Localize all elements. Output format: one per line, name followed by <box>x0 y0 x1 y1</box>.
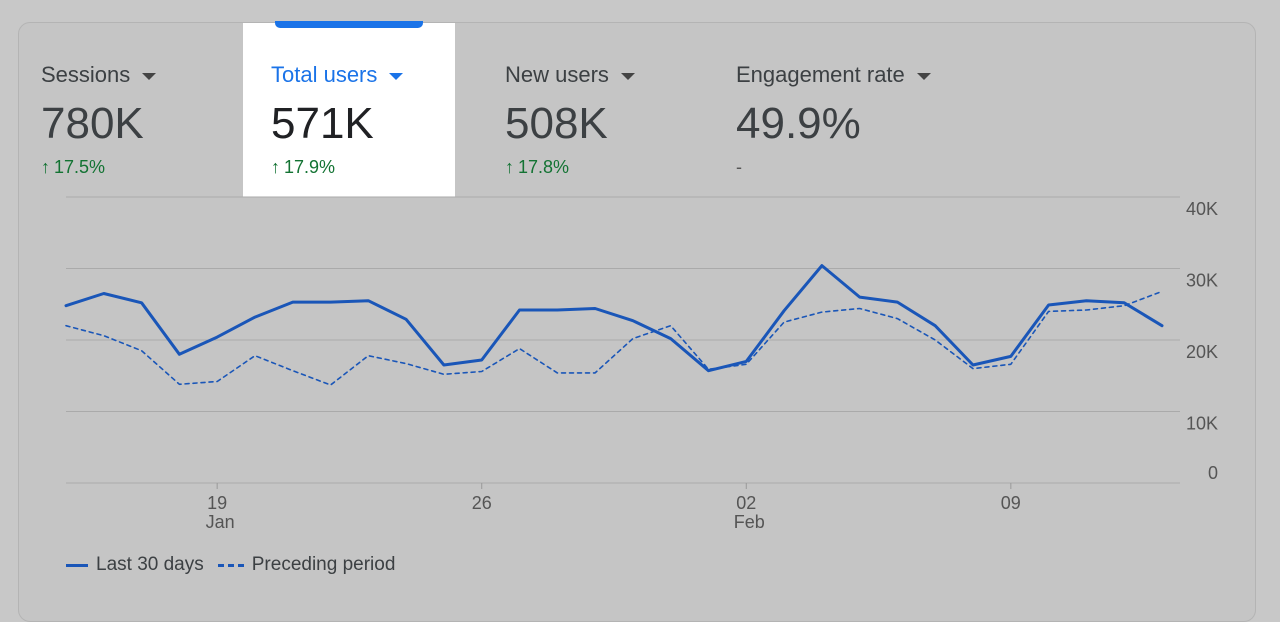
legend-item-current[interactable]: Last 30 days <box>66 554 204 576</box>
legend-item-previous[interactable]: Preceding period <box>217 554 395 576</box>
chart-legend: Last 30 days Preceding period <box>66 554 409 576</box>
metric-label: New users <box>505 61 705 89</box>
metric-tab-new-users[interactable]: New users 508K ↑ 17.8% <box>505 23 705 197</box>
dashed-line-swatch <box>217 563 244 567</box>
x-tick-label: 02 <box>736 493 756 513</box>
caret-down-icon[interactable] <box>916 72 931 80</box>
active-tab-indicator <box>275 21 423 28</box>
arrow-up-icon: ↑ <box>271 156 280 177</box>
metric-change: ↑ 17.8% <box>505 156 570 177</box>
metric-value: 49.9% <box>736 99 861 148</box>
analytics-card: Sessions 780K ↑ 17.5% Total users 571K ↑ 1… <box>18 21 1256 622</box>
metric-value: 508K <box>505 99 608 148</box>
metric-tab-total-users[interactable]: Total users 571K ↑ 17.9% <box>243 21 455 197</box>
caret-down-icon[interactable] <box>142 72 157 80</box>
metric-change: ↑ 17.9% <box>271 156 336 177</box>
x-tick-label: 26 <box>472 493 492 513</box>
metric-value: 571K <box>271 99 374 148</box>
y-tick-label: 10K <box>1186 414 1218 434</box>
caret-down-icon[interactable] <box>620 72 635 80</box>
y-tick-label: 30K <box>1186 271 1218 291</box>
x-tick-sublabel: Feb <box>734 512 765 532</box>
series-line-preceding-period <box>65 290 1163 386</box>
y-tick-label: 40K <box>1186 199 1218 219</box>
y-tick-label: 20K <box>1186 342 1218 362</box>
metric-change: ↑ 17.5% <box>41 156 106 177</box>
x-tick-sublabel: Jan <box>206 512 235 532</box>
metric-label: Sessions <box>41 61 231 89</box>
y-tick-label: 0 <box>1208 463 1218 483</box>
metric-value: 780K <box>41 99 144 148</box>
caret-down-icon[interactable] <box>389 72 404 80</box>
solid-line-swatch <box>66 563 88 567</box>
arrow-up-icon: ↑ <box>505 156 514 177</box>
metric-tab-sessions[interactable]: Sessions 780K ↑ 17.5% <box>41 23 231 197</box>
metric-label: Total users <box>271 61 455 89</box>
metric-change: - <box>736 156 742 177</box>
x-tick-label: 09 <box>1001 493 1021 513</box>
metric-tab-engagement-rate[interactable]: Engagement rate 49.9% - <box>736 23 996 197</box>
series-line-last-30-days <box>64 264 1164 373</box>
arrow-up-icon: ↑ <box>41 156 50 177</box>
metric-label: Engagement rate <box>736 61 996 89</box>
x-tick-label: 19 <box>207 493 227 513</box>
